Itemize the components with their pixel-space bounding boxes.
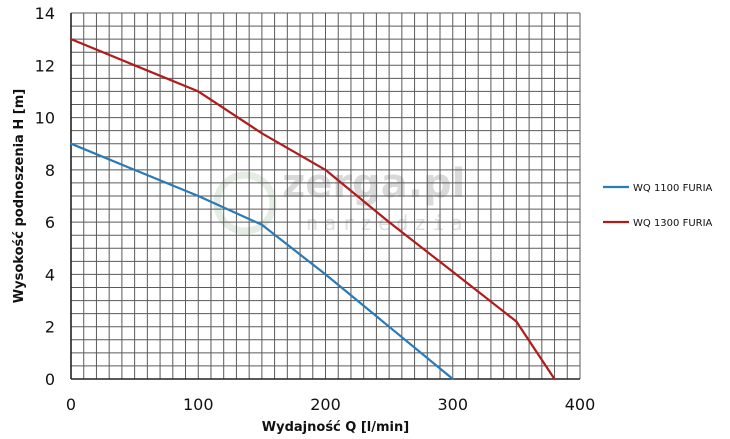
y-tick-label: 10 xyxy=(35,109,55,128)
grid xyxy=(70,12,581,380)
y-axis-title: Wysokość podnoszenia H [m] xyxy=(12,89,27,303)
series-line xyxy=(69,37,556,381)
y-tick-label: 14 xyxy=(35,4,55,23)
x-tick-label: 0 xyxy=(66,395,76,414)
legend-label: WQ 1100 FURIA xyxy=(633,183,713,194)
watermark-text: zerga.pl xyxy=(282,161,465,207)
y-tick-label: 8 xyxy=(45,161,55,180)
watermark: zerga.pl narzedzia xyxy=(213,161,468,235)
y-tick-label: 12 xyxy=(35,56,55,75)
axes xyxy=(70,13,580,380)
tick-labels: 0 100 200 300 400 0 2 4 6 8 10 12 14 xyxy=(35,4,596,414)
legend-label: WQ 1300 FURIA xyxy=(633,218,713,229)
x-tick-label: 100 xyxy=(183,395,214,414)
x-axis-title: Wydajność Q [l/min] xyxy=(262,420,409,435)
legend: WQ 1100 FURIA WQ 1300 FURIA xyxy=(603,183,713,229)
x-tick-label: 400 xyxy=(565,395,596,414)
x-tick-label: 200 xyxy=(310,395,341,414)
series-layer xyxy=(69,37,556,381)
x-tick-label: 300 xyxy=(437,395,468,414)
y-tick-label: 0 xyxy=(45,370,55,389)
watermark-logo-icon xyxy=(213,171,277,235)
watermark-subtext: narzedzia xyxy=(306,211,468,235)
y-tick-label: 2 xyxy=(45,318,55,337)
series-line xyxy=(69,142,454,381)
y-tick-label: 4 xyxy=(45,265,55,284)
y-tick-label: 6 xyxy=(45,213,55,232)
